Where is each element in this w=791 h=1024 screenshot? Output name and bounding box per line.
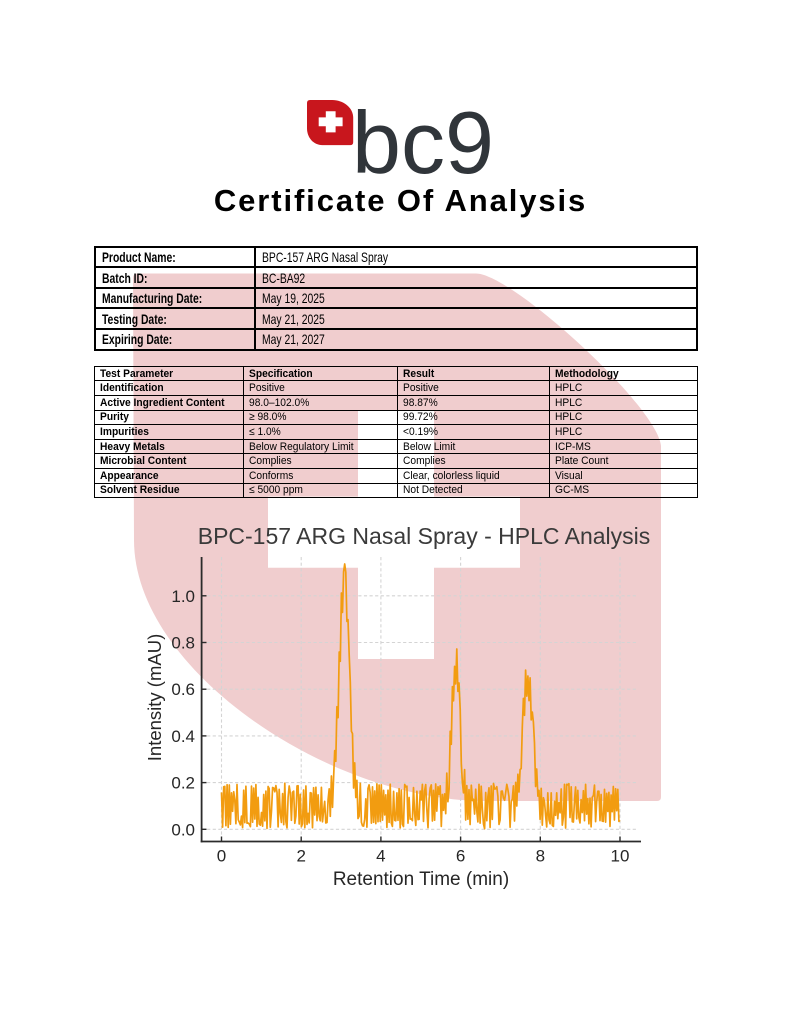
svg-text:Intensity (mAU): Intensity (mAU)	[144, 634, 165, 761]
svg-text:BPC-157 ARG Nasal Spray - HPLC: BPC-157 ARG Nasal Spray - HPLC Analysis	[198, 523, 651, 549]
svg-text:0: 0	[217, 847, 226, 866]
svg-text:0.0: 0.0	[171, 820, 195, 839]
svg-text:0.8: 0.8	[171, 634, 195, 653]
svg-text:4: 4	[376, 847, 385, 866]
svg-text:6: 6	[456, 847, 465, 866]
svg-text:0.4: 0.4	[171, 727, 195, 746]
svg-text:1.0: 1.0	[171, 587, 195, 606]
svg-text:0.2: 0.2	[171, 774, 195, 793]
svg-text:Retention Time (min): Retention Time (min)	[333, 869, 509, 890]
svg-text:0.6: 0.6	[171, 680, 195, 699]
svg-text:10: 10	[611, 847, 630, 866]
svg-text:2: 2	[296, 847, 305, 866]
svg-text:8: 8	[536, 847, 545, 866]
